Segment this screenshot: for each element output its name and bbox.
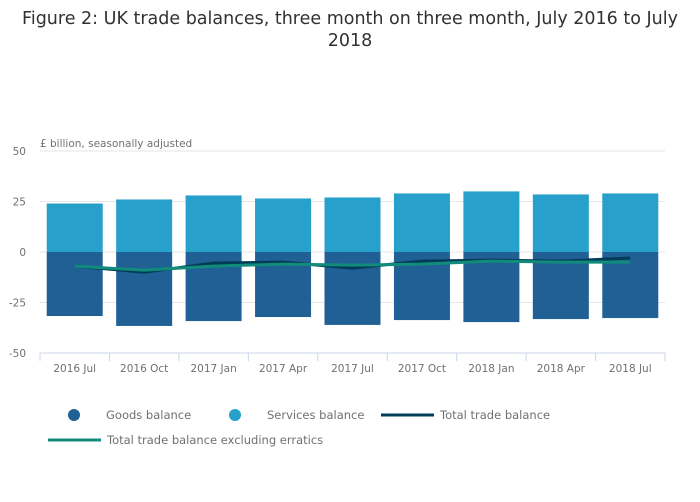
legend-marker-services [229,409,241,421]
x-tick-label: 2018 Jul [609,363,652,375]
x-tick-label: 2017 Apr [259,363,308,375]
goods-bar [116,252,173,326]
total-excl-erratics-line [74,259,631,272]
y-axis-label: £ billion, seasonally adjusted [40,138,192,150]
services-bar [602,193,659,252]
goods-bar [324,252,381,325]
y-tick-label: 0 [19,247,26,259]
legend-marker-goods [68,409,80,421]
services-bar [116,199,173,252]
services-bar [463,191,520,252]
legend-label-total: Total trade balance [439,408,550,422]
x-tick-label: 2016 Jul [53,363,96,375]
goods-bar [463,252,520,323]
y-tick-label: 50 [13,146,26,158]
y-tick-label: 25 [13,197,26,209]
x-tick-label: 2017 Jan [190,363,236,375]
x-tick-label: 2017 Jul [331,363,374,375]
x-tick-label: 2018 Apr [537,363,586,375]
y-tick-label: -50 [9,348,26,360]
services-bar [393,193,450,252]
legend-label-goods: Goods balance [106,408,191,422]
y-tick-label: -25 [9,298,26,310]
legend-label-services: Services balance [267,408,364,422]
services-bar [532,194,589,252]
services-bar [185,195,242,252]
services-bar [46,203,103,252]
x-tick-label: 2017 Oct [398,363,446,375]
goods-bar [46,252,103,317]
legend-label-excl: Total trade balance excluding erratics [106,433,323,447]
x-tick-label: 2018 Jan [468,363,514,375]
services-bar [255,198,312,252]
services-bar [324,197,381,252]
x-tick-label: 2016 Oct [120,363,168,375]
chart-title: Figure 2: UK trade balances, three month… [22,9,678,51]
